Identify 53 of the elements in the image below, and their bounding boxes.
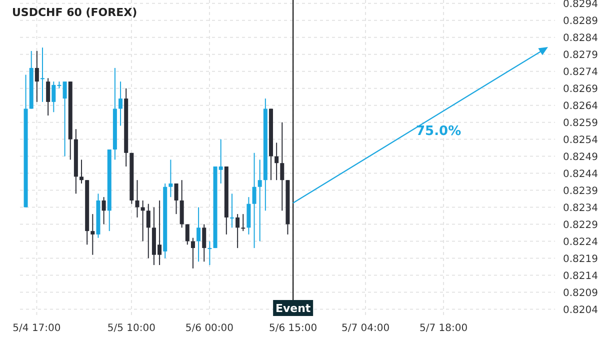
candlestick [274, 142, 279, 181]
y-tick-label: 0.8234 [563, 202, 598, 214]
y-tick-label: 0.8279 [563, 50, 598, 61]
ref-line-label: Event [275, 302, 311, 315]
text: USDCHF 60 (FOREX) [12, 6, 138, 19]
candlestick [90, 214, 95, 256]
candlestick [230, 193, 234, 228]
candlestick [185, 224, 190, 246]
y-tick-label: 0.8249 [563, 152, 598, 163]
candlestick [246, 196, 251, 235]
y-tick-label: 0.8204 [563, 304, 598, 316]
candlestick [34, 50, 39, 102]
y-tick-label: 0.8209 [563, 288, 598, 299]
candlestick [241, 214, 246, 232]
x-tick-label: 5/7 04:00 [341, 323, 390, 334]
y-tick-label: 0.8239 [563, 186, 598, 197]
candlestick [202, 224, 206, 262]
y-tick-label: 0.8224 [563, 236, 598, 248]
y-tick-label: 0.8244 [563, 168, 598, 180]
candlestick [190, 237, 195, 269]
y-tick-label: 0.8274 [563, 66, 598, 78]
candlestick [208, 240, 212, 266]
candlestick [118, 81, 123, 126]
candlestick [168, 159, 173, 198]
y-tick-label: 0.8259 [563, 118, 598, 129]
y-tick-label: 0.8229 [563, 220, 598, 231]
x-tick-label: 5/5 10:00 [107, 323, 156, 334]
candlestick [62, 81, 67, 157]
candlestick [46, 78, 50, 116]
y-tick-label: 0.8219 [563, 254, 598, 265]
x-tick-label: 5/4 17:00 [12, 323, 61, 334]
candlestick [180, 180, 184, 228]
y-tick-label: 0.8284 [563, 32, 598, 44]
candlestick [196, 206, 201, 262]
y-tick-label: 0.8269 [563, 84, 598, 95]
y-tick-label: 0.8264 [563, 100, 598, 112]
x-tick-label: 5/6 15:00 [269, 323, 318, 334]
candlestick [135, 180, 140, 218]
candlestick [80, 159, 84, 184]
x-tick-label: 5/6 00:00 [185, 323, 234, 334]
candlestick [146, 203, 150, 259]
candlestick [258, 159, 262, 242]
y-tick-label: 0.8254 [563, 134, 598, 146]
x-tick-label: 5/7 18:00 [419, 323, 468, 334]
candlestick [40, 47, 45, 102]
y-tick-label: 0.8214 [563, 270, 598, 282]
y-tick-label: 0.8289 [563, 16, 598, 27]
candlestick [252, 152, 256, 249]
candlestick [280, 122, 284, 212]
candlestick [236, 214, 240, 249]
candlestick [102, 196, 106, 225]
annotation: 75.0% [416, 124, 462, 139]
candlestick [174, 182, 178, 215]
